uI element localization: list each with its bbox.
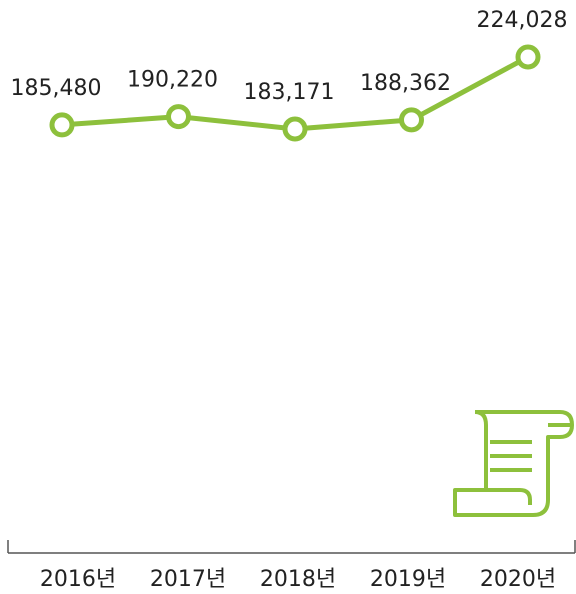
x-tick-label: 2018년	[260, 567, 336, 592]
scroll-edge	[474, 410, 488, 490]
point	[515, 44, 541, 70]
scroll-body	[453, 410, 574, 517]
point	[399, 107, 424, 133]
point	[49, 112, 75, 138]
x-tick-label: 2020년	[480, 567, 556, 592]
x-tick-label: 2016년	[40, 567, 116, 592]
x-tick-label: 2017년	[150, 567, 226, 592]
point	[282, 116, 308, 142]
x-tick-label: 2019년	[370, 567, 446, 592]
value-label: 188,362	[360, 71, 451, 96]
value-label: 185,480	[11, 76, 102, 101]
value-label: 190,220	[127, 68, 218, 93]
scroll-icon	[453, 410, 574, 517]
value-label: 183,171	[244, 80, 335, 105]
value-label: 224,028	[477, 8, 568, 33]
point	[166, 104, 191, 130]
axis	[7, 540, 576, 554]
